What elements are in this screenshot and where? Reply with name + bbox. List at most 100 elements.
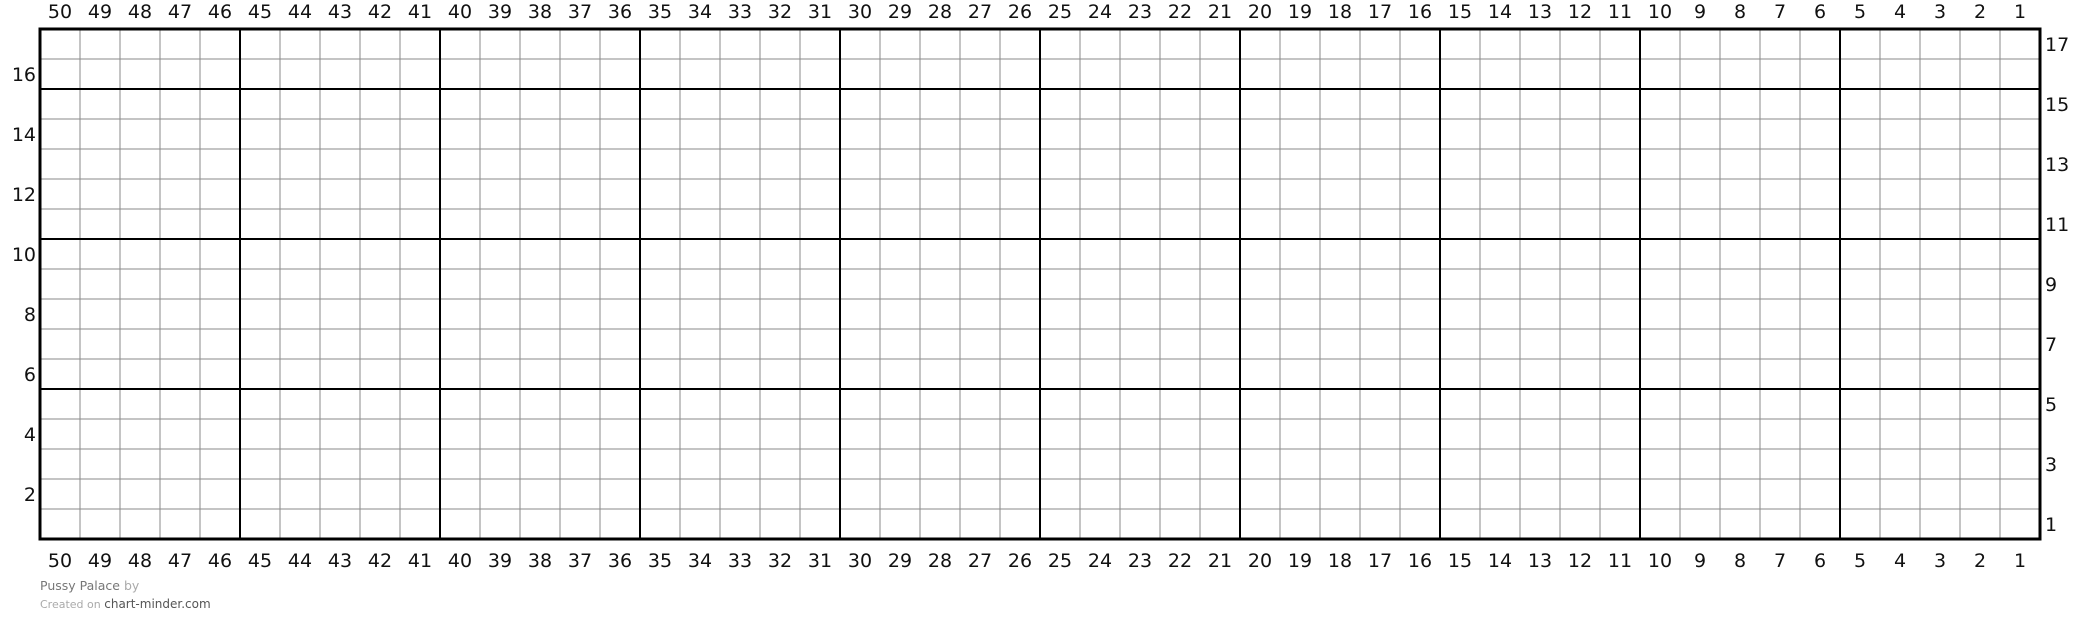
column-label-bottom: 18 xyxy=(1328,550,1352,570)
column-label-top: 17 xyxy=(1368,1,1392,23)
column-label-bottom: 17 xyxy=(1368,550,1392,570)
column-label-top: 35 xyxy=(648,1,672,23)
column-label-top: 34 xyxy=(688,1,712,23)
column-label-bottom: 46 xyxy=(208,550,232,570)
row-label-left: 8 xyxy=(24,304,36,326)
row-label-left: 16 xyxy=(12,64,36,86)
column-label-bottom: 41 xyxy=(408,550,432,570)
column-label-bottom: 6 xyxy=(1814,550,1826,570)
column-label-top: 36 xyxy=(608,1,632,23)
column-label-bottom: 28 xyxy=(928,550,952,570)
column-label-bottom: 32 xyxy=(768,550,792,570)
column-label-top: 41 xyxy=(408,1,432,23)
column-label-bottom: 38 xyxy=(528,550,552,570)
row-label-left: 6 xyxy=(24,364,36,386)
column-label-bottom: 21 xyxy=(1208,550,1232,570)
column-label-top: 24 xyxy=(1088,1,1112,23)
column-label-top: 39 xyxy=(488,1,512,23)
column-label-top: 11 xyxy=(1608,1,1632,23)
column-label-top: 14 xyxy=(1488,1,1512,23)
created-on-label: Created on xyxy=(40,598,101,611)
row-label-left: 2 xyxy=(24,484,36,506)
row-label-left: 4 xyxy=(24,424,36,446)
column-label-bottom: 48 xyxy=(128,550,152,570)
column-label-top: 15 xyxy=(1448,1,1472,23)
column-label-top: 42 xyxy=(368,1,392,23)
column-label-top: 16 xyxy=(1408,1,1432,23)
column-label-bottom: 49 xyxy=(88,550,112,570)
column-label-bottom: 4 xyxy=(1894,550,1906,570)
row-label-right: 3 xyxy=(2045,454,2057,476)
column-label-bottom: 16 xyxy=(1408,550,1432,570)
column-label-bottom: 22 xyxy=(1168,550,1192,570)
column-label-bottom: 26 xyxy=(1008,550,1032,570)
column-label-top: 25 xyxy=(1048,1,1072,23)
column-label-top: 50 xyxy=(48,1,72,23)
column-label-top: 22 xyxy=(1168,1,1192,23)
row-label-right: 17 xyxy=(2045,34,2069,56)
column-label-bottom: 43 xyxy=(328,550,352,570)
column-label-bottom: 44 xyxy=(288,550,312,570)
column-label-bottom: 1 xyxy=(2014,550,2026,570)
column-label-bottom: 20 xyxy=(1248,550,1272,570)
column-label-bottom: 15 xyxy=(1448,550,1472,570)
column-label-top: 48 xyxy=(128,1,152,23)
column-label-bottom: 30 xyxy=(848,550,872,570)
column-label-bottom: 27 xyxy=(968,550,992,570)
column-label-bottom: 45 xyxy=(248,550,272,570)
column-label-bottom: 10 xyxy=(1648,550,1672,570)
created-on-line: Created on chart-minder.com xyxy=(40,597,211,611)
column-label-top: 45 xyxy=(248,1,272,23)
column-label-bottom: 23 xyxy=(1128,550,1152,570)
column-label-top: 19 xyxy=(1288,1,1312,23)
column-label-top: 40 xyxy=(448,1,472,23)
column-label-top: 21 xyxy=(1208,1,1232,23)
column-label-top: 12 xyxy=(1568,1,1592,23)
site-link[interactable]: chart-minder.com xyxy=(104,597,211,611)
row-label-right: 7 xyxy=(2045,334,2057,356)
row-label-right: 9 xyxy=(2045,274,2057,296)
column-label-top: 31 xyxy=(808,1,832,23)
knitting-chart-grid: 5050494948484747464645454444434342424141… xyxy=(12,1,2069,570)
column-label-top: 33 xyxy=(728,1,752,23)
column-label-bottom: 50 xyxy=(48,550,72,570)
column-label-top: 37 xyxy=(568,1,592,23)
column-label-bottom: 47 xyxy=(168,550,192,570)
column-label-top: 32 xyxy=(768,1,792,23)
row-label-left: 14 xyxy=(12,124,36,146)
row-label-right: 11 xyxy=(2045,214,2069,236)
column-label-bottom: 14 xyxy=(1488,550,1512,570)
column-label-top: 46 xyxy=(208,1,232,23)
column-label-bottom: 3 xyxy=(1934,550,1946,570)
column-label-top: 4 xyxy=(1894,1,1906,23)
column-label-top: 38 xyxy=(528,1,552,23)
column-label-top: 26 xyxy=(1008,1,1032,23)
row-label-right: 1 xyxy=(2045,514,2057,536)
column-label-top: 27 xyxy=(968,1,992,23)
column-label-bottom: 36 xyxy=(608,550,632,570)
column-label-bottom: 7 xyxy=(1774,550,1786,570)
column-label-bottom: 33 xyxy=(728,550,752,570)
column-label-bottom: 12 xyxy=(1568,550,1592,570)
column-label-top: 18 xyxy=(1328,1,1352,23)
row-label-right: 13 xyxy=(2045,154,2069,176)
column-label-top: 9 xyxy=(1694,1,1706,23)
column-label-bottom: 35 xyxy=(648,550,672,570)
column-label-bottom: 42 xyxy=(368,550,392,570)
column-label-top: 13 xyxy=(1528,1,1552,23)
column-label-top: 30 xyxy=(848,1,872,23)
column-label-top: 6 xyxy=(1814,1,1826,23)
chart-title-line: Pussy Palace by xyxy=(40,578,139,593)
row-label-right: 5 xyxy=(2045,394,2057,416)
column-label-top: 3 xyxy=(1934,1,1946,23)
column-label-bottom: 40 xyxy=(448,550,472,570)
column-label-bottom: 31 xyxy=(808,550,832,570)
row-label-left: 10 xyxy=(12,244,36,266)
column-label-top: 23 xyxy=(1128,1,1152,23)
column-label-top: 44 xyxy=(288,1,312,23)
column-label-bottom: 19 xyxy=(1288,550,1312,570)
by-label: by xyxy=(123,578,140,593)
column-label-top: 5 xyxy=(1854,1,1866,23)
column-label-bottom: 25 xyxy=(1048,550,1072,570)
column-label-bottom: 13 xyxy=(1528,550,1552,570)
